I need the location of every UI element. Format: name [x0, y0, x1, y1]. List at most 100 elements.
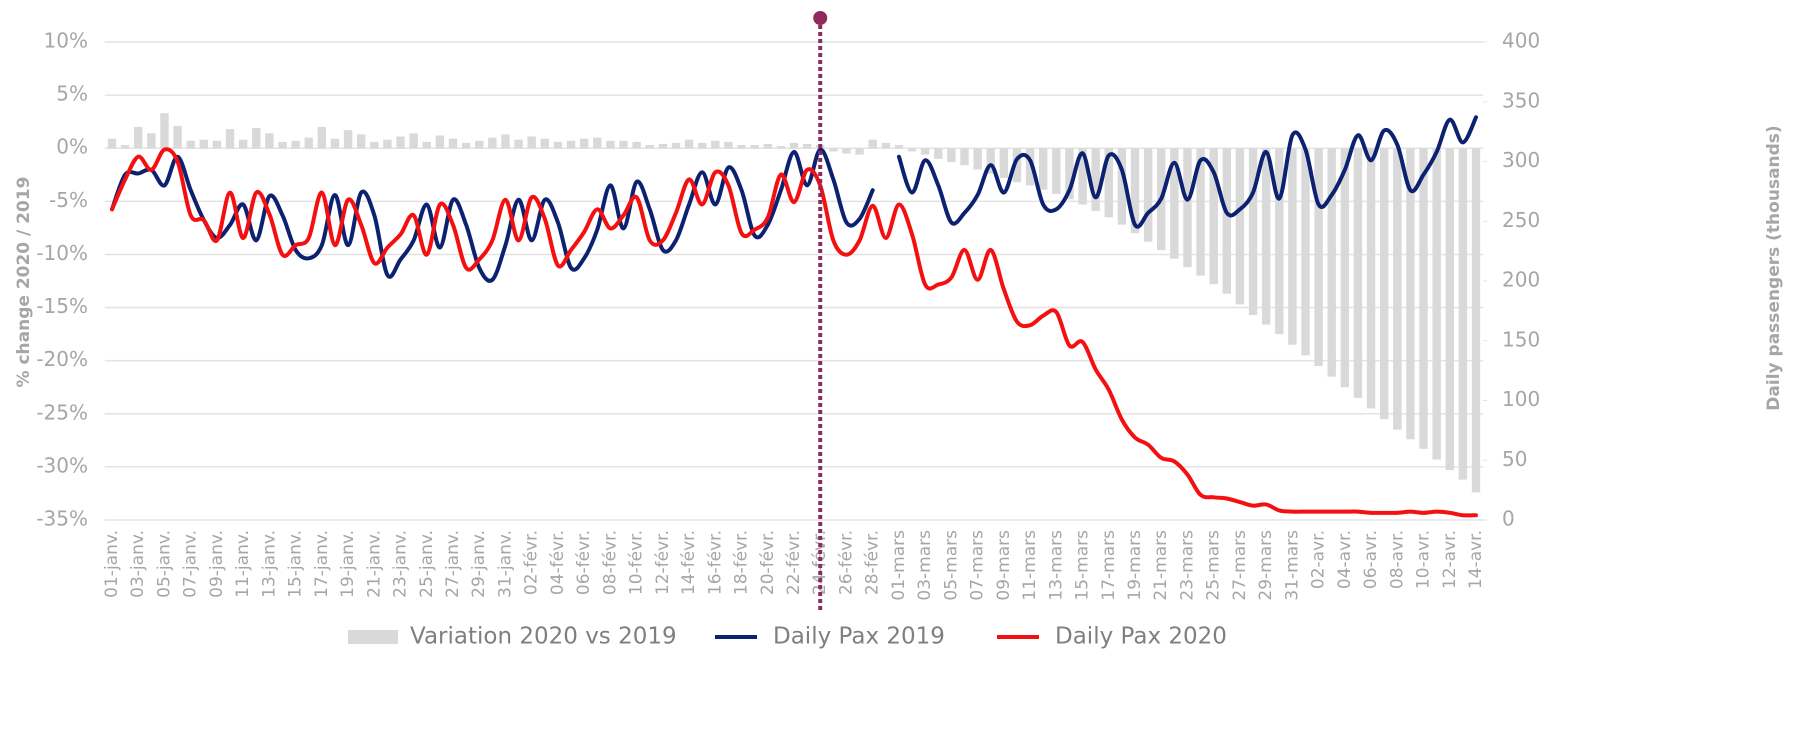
- bar: [1130, 148, 1140, 234]
- x-tick-label: 02-avr.: [1309, 530, 1329, 589]
- bar: [711, 140, 720, 149]
- bar: [186, 140, 195, 149]
- bar: [488, 137, 497, 149]
- bar: [1419, 148, 1428, 449]
- x-tick-label: 10-avr.: [1414, 530, 1434, 589]
- bar: [579, 138, 589, 149]
- x-tick-label: 14-févr.: [679, 530, 699, 595]
- bar: [448, 138, 458, 149]
- bar: [1209, 148, 1218, 285]
- bar: [291, 140, 300, 149]
- bar: [1117, 148, 1127, 225]
- bar: [199, 139, 209, 149]
- bar: [894, 145, 904, 149]
- x-tick-label: 18-févr.: [732, 530, 752, 595]
- bar: [1353, 148, 1363, 398]
- y2-axis-title: Daily passengers (thousands): [1764, 125, 1784, 410]
- x-tick-label: 27-mars: [1230, 530, 1250, 601]
- x-tick-label: 26-févr.: [836, 530, 856, 595]
- bar: [1275, 148, 1284, 335]
- bar: [527, 136, 536, 149]
- bar: [802, 143, 812, 149]
- line: [110, 147, 1478, 518]
- x-tick-label: 05-mars: [941, 530, 961, 601]
- bar: [1091, 148, 1100, 211]
- bar: [1261, 148, 1271, 325]
- y-axis-title: % change 2020 / 2019: [14, 177, 34, 388]
- bar: [566, 140, 576, 149]
- x-tick-label: 03-mars: [915, 530, 935, 601]
- bar: [1065, 148, 1074, 200]
- bar: [1170, 148, 1179, 259]
- bar: [737, 145, 746, 149]
- x-tick-label: 22-févr.: [784, 530, 804, 595]
- bar: [763, 143, 772, 149]
- x-tick-label: 16-févr.: [705, 530, 725, 595]
- legend-label: Variation 2020 vs 2019: [410, 624, 677, 650]
- y2-tick-label: 0: [1502, 507, 1515, 531]
- bar: [842, 148, 851, 154]
- y-tick-label: -10%: [36, 241, 88, 265]
- bar: [1314, 148, 1323, 366]
- bar: [540, 138, 550, 149]
- event-marker-dot: [813, 11, 828, 25]
- bar: [1078, 148, 1087, 205]
- bar: [907, 148, 917, 152]
- bar: [1143, 148, 1153, 242]
- x-tick-label: 29-janv.: [469, 530, 489, 598]
- x-tick-label: 24-févr.: [810, 530, 830, 595]
- x-tick-label: 15-janv.: [286, 530, 306, 598]
- x-tick-label: 23-mars: [1177, 530, 1197, 601]
- bar: [225, 129, 235, 149]
- y-tick-label: -20%: [36, 347, 88, 371]
- x-tick-label: 15-mars: [1073, 530, 1093, 601]
- bar: [383, 139, 392, 149]
- bar: [1196, 148, 1205, 276]
- bar: [343, 130, 353, 149]
- bar: [107, 138, 117, 149]
- y2-tick-label: 250: [1502, 208, 1540, 232]
- bar: [501, 134, 510, 149]
- bar: [881, 142, 891, 149]
- y-tick-label: -30%: [36, 453, 88, 477]
- bar: [1432, 148, 1441, 460]
- bar: [370, 141, 379, 149]
- x-tick-label: 19-mars: [1125, 530, 1145, 601]
- x-tick-label: 23-janv.: [391, 530, 411, 598]
- y-tick-label: -35%: [36, 507, 88, 531]
- bar: [1366, 148, 1376, 409]
- line: [896, 115, 1478, 229]
- bar: [120, 145, 130, 149]
- x-tick-label: 27-janv.: [443, 530, 463, 598]
- x-tick-label: 20-févr.: [758, 530, 778, 595]
- bar: [1379, 148, 1389, 420]
- bar: [724, 141, 733, 149]
- bar: [1248, 148, 1258, 315]
- x-tick-label: 04-févr.: [548, 530, 568, 595]
- bar: [697, 142, 707, 149]
- x-tick-label: 03-janv.: [128, 530, 148, 598]
- y2-tick-label: 400: [1502, 29, 1540, 53]
- y2-tick-label: 200: [1502, 268, 1540, 292]
- bar: [645, 145, 654, 149]
- x-tick-label: 11-mars: [1020, 530, 1040, 601]
- bar: [973, 148, 982, 170]
- bar: [1445, 148, 1454, 471]
- x-tick-label: 17-janv.: [312, 530, 332, 598]
- x-tick-label: 09-mars: [994, 530, 1014, 601]
- x-tick-label: 09-janv.: [207, 530, 227, 598]
- x-tick-label: 08-févr.: [600, 530, 620, 595]
- bar: [278, 141, 287, 149]
- bar: [304, 137, 313, 149]
- bar: [1038, 148, 1048, 190]
- bar: [750, 145, 759, 149]
- bar: [212, 140, 222, 149]
- x-tick-label: 10-févr.: [627, 530, 647, 595]
- bar: [868, 139, 877, 149]
- bar: [147, 133, 156, 149]
- bar: [317, 126, 327, 149]
- bar: [619, 140, 628, 149]
- x-tick-label: 08-avr.: [1387, 530, 1407, 589]
- bar: [475, 140, 484, 149]
- x-tick-label: 13-janv.: [259, 530, 279, 598]
